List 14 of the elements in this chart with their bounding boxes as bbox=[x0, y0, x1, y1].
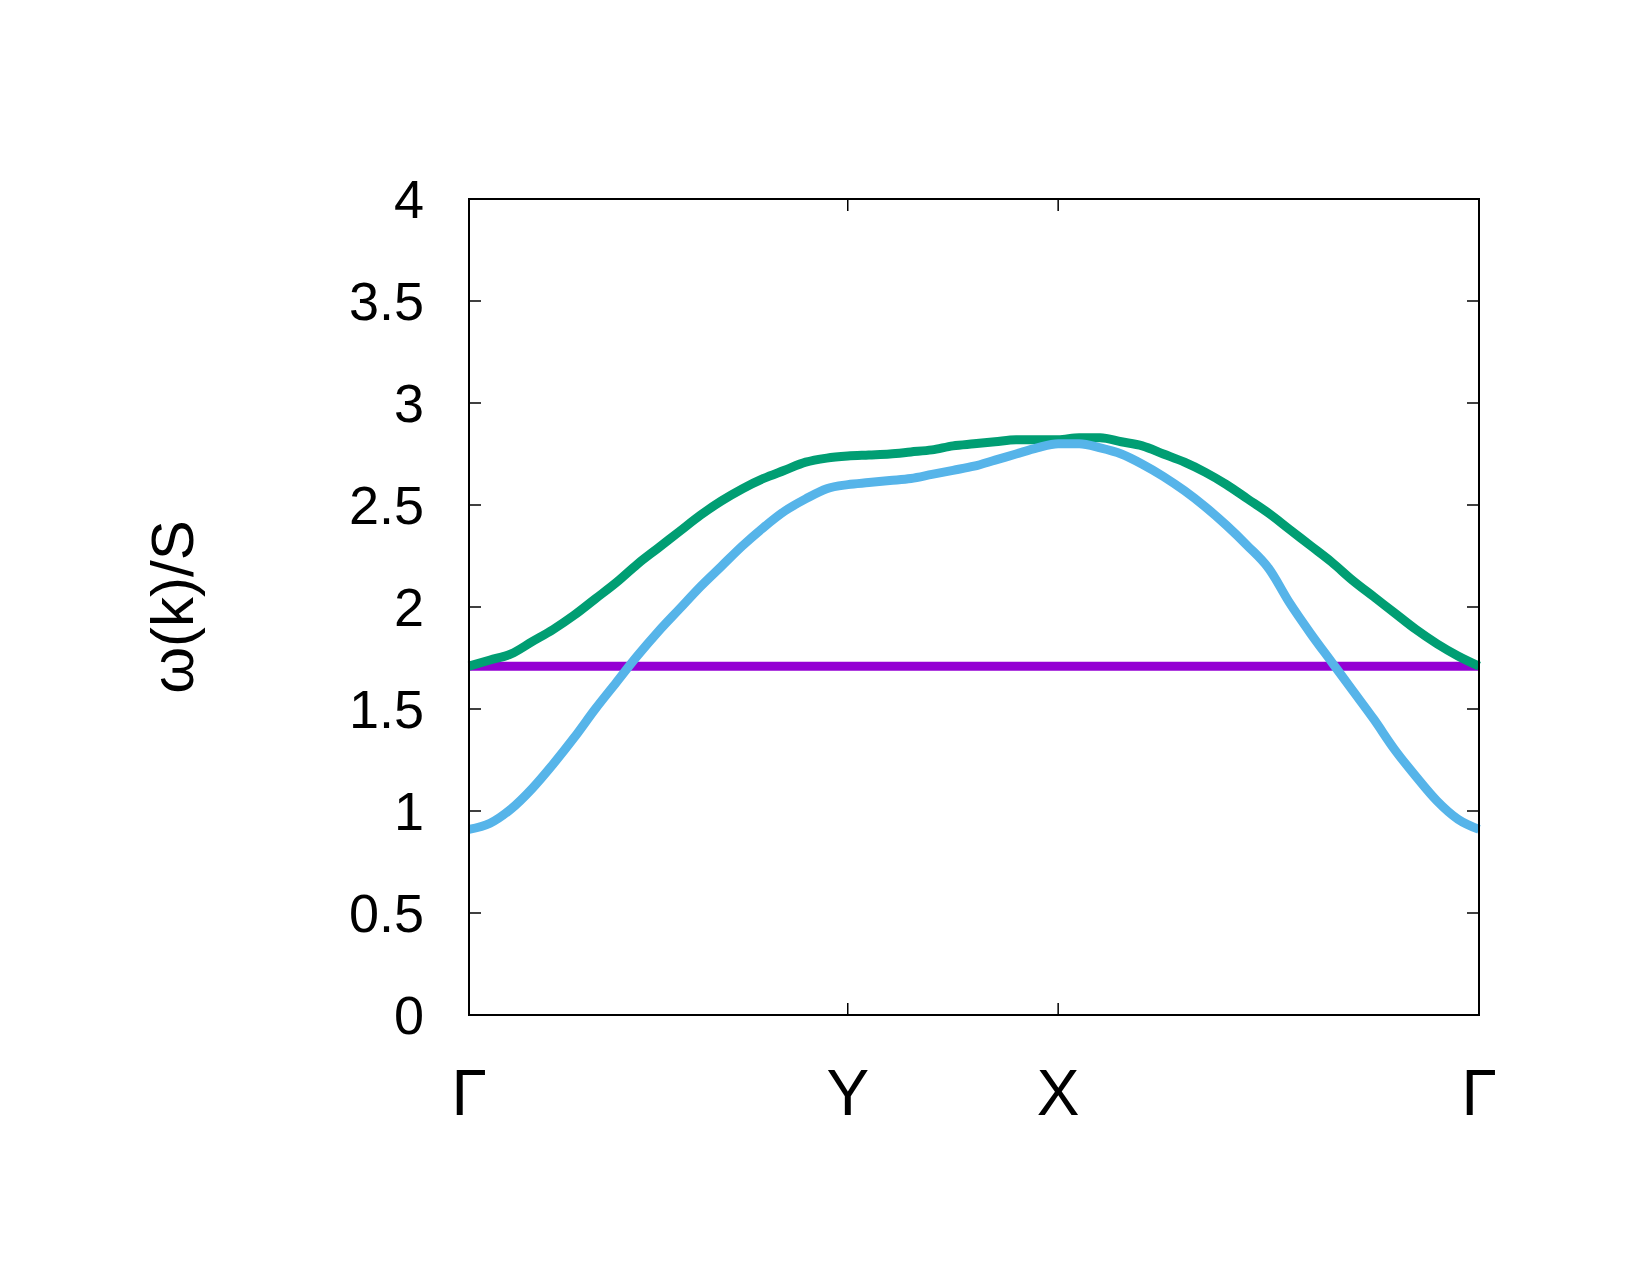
y-tick-label: 1.5 bbox=[348, 678, 424, 739]
x-tick-label: Γ bbox=[1461, 1057, 1497, 1129]
y-tick-label: 3.5 bbox=[348, 270, 424, 331]
x-tick-label: Y bbox=[826, 1057, 870, 1129]
y-tick-label: 4 bbox=[393, 168, 424, 229]
y-tick-label: 0 bbox=[393, 984, 424, 1045]
y-tick-label: 2.5 bbox=[348, 474, 424, 535]
y-tick-label: 3 bbox=[393, 372, 424, 433]
x-tick-label: Γ bbox=[451, 1057, 487, 1129]
x-tick-label: X bbox=[1036, 1057, 1080, 1129]
y-tick-label: 0.5 bbox=[348, 882, 424, 943]
y-tick-label: 1 bbox=[393, 780, 424, 841]
y-tick-label: 2 bbox=[393, 576, 424, 637]
y-axis-title: ω(k)/S bbox=[139, 520, 206, 694]
